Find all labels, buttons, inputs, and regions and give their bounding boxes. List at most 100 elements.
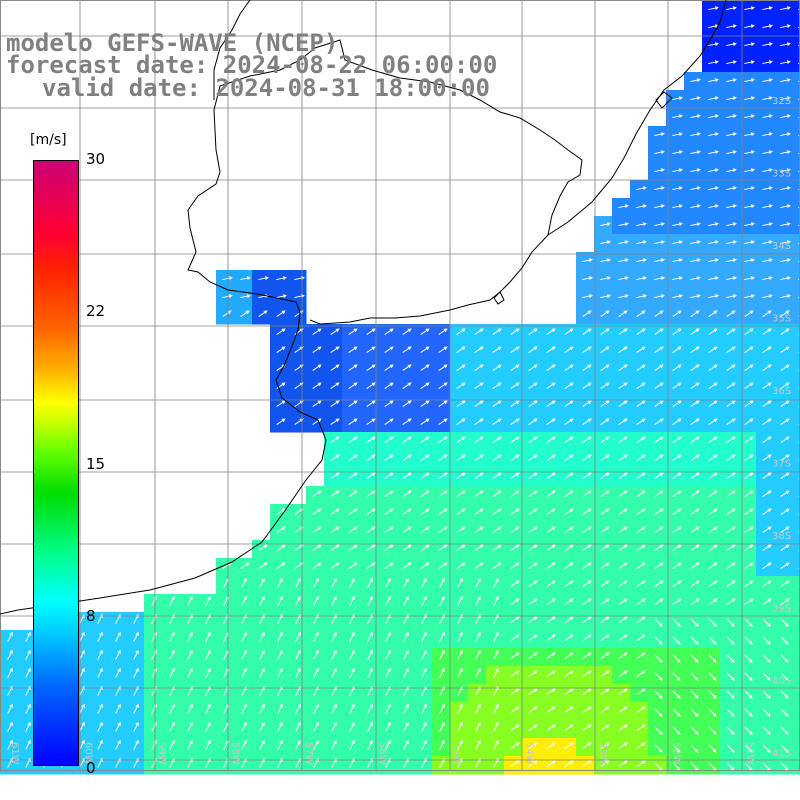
wind-arrow: [367, 595, 373, 606]
wind-arrow: [330, 436, 340, 443]
wind-arrow: [474, 436, 484, 443]
wind-arrow: [618, 562, 628, 569]
wind-arrow: [421, 649, 427, 660]
wind-arrow: [438, 436, 448, 443]
wind-arrow: [762, 508, 772, 515]
wind-cell: [792, 108, 800, 127]
colorbar-unit: [m/s]: [30, 132, 67, 148]
wind-arrow: [636, 652, 646, 659]
wind-arrow: [546, 472, 556, 479]
wind-arrow: [366, 508, 376, 515]
wind-arrow: [780, 598, 790, 605]
wind-arrow: [726, 150, 737, 155]
wind-arrow: [169, 721, 175, 732]
wind-arrow: [187, 739, 193, 750]
latitude-label: 38S: [772, 531, 791, 542]
wind-arrow: [528, 652, 538, 659]
wind-arrow: [618, 670, 628, 677]
wind-arrow: [726, 418, 736, 425]
wind-arrow: [438, 562, 448, 569]
wind-arrow: [726, 690, 735, 699]
wind-arrow: [546, 526, 556, 533]
wind-arrow: [690, 454, 700, 461]
wind-arrow: [258, 562, 268, 569]
wind-arrow: [654, 258, 665, 263]
wind-arrow: [744, 454, 754, 461]
wind-arrow: [780, 328, 790, 335]
wind-arrow: [277, 649, 283, 660]
wind-arrow: [726, 544, 736, 551]
wind-arrow: [276, 418, 286, 425]
wind-cell: [792, 252, 800, 271]
wind-arrow: [672, 436, 682, 443]
wind-arrow: [780, 744, 789, 753]
wind-arrow: [421, 703, 427, 714]
wind-arrow: [708, 258, 719, 263]
wind-arrow: [744, 276, 755, 281]
wind-arrow: [528, 508, 538, 515]
latitude-labels: 32S 33S 34S 35S 36S 37S 38S 39S 40S 41S: [772, 96, 791, 760]
wind-arrow: [7, 703, 13, 714]
wind-arrow: [115, 739, 121, 750]
wind-arrow: [582, 742, 592, 749]
wind-arrow: [618, 276, 629, 281]
wind-arrow: [744, 96, 755, 101]
wind-arrow: [582, 688, 592, 695]
wind-arrow: [492, 382, 502, 389]
wind-arrow: [528, 472, 538, 479]
wind-arrow: [312, 418, 322, 425]
wind-arrow: [313, 595, 319, 606]
wind-arrow: [744, 132, 755, 137]
wind-arrow: [456, 382, 466, 389]
wind-arrow: [295, 721, 301, 732]
wind-arrow: [708, 544, 718, 551]
wind-arrow: [313, 577, 319, 588]
wind-arrow: [672, 114, 683, 119]
wind-arrow: [708, 454, 718, 461]
wind-cell: [792, 702, 800, 721]
wind-arrow: [744, 418, 754, 425]
wind-arrow: [510, 598, 520, 605]
wind-arrow: [690, 240, 701, 245]
wind-arrow: [79, 721, 85, 732]
wind-cell: [792, 666, 800, 685]
wind-arrow: [762, 6, 773, 11]
wind-arrow: [600, 222, 611, 227]
wind-arrow: [780, 364, 790, 371]
wind-arrow: [528, 580, 538, 587]
longitude-label: 51W: [744, 742, 755, 765]
wind-arrow: [492, 346, 502, 353]
wind-arrow: [420, 508, 430, 515]
wind-arrow: [780, 276, 791, 281]
wind-arrow: [348, 508, 358, 515]
wind-arrow: [618, 526, 628, 533]
wind-arrow: [690, 114, 701, 119]
wind-arrow: [438, 472, 448, 479]
wind-arrow: [402, 436, 412, 443]
wind-arrow: [726, 708, 735, 717]
wind-arrow: [564, 418, 574, 425]
wind-arrow: [744, 150, 755, 155]
wind-arrow: [618, 490, 628, 497]
wind-arrow: [600, 742, 610, 749]
wind-arrow: [762, 114, 773, 119]
wind-arrow: [636, 204, 647, 209]
wind-arrow: [564, 562, 574, 569]
wind-arrow: [600, 276, 611, 281]
wind-arrow: [349, 631, 355, 642]
wind-arrow: [582, 652, 592, 659]
wind-arrow: [690, 490, 700, 497]
wind-arrow: [708, 114, 719, 119]
wind-arrow: [493, 631, 499, 642]
wind-arrow: [672, 204, 683, 209]
wind-cell: [792, 540, 800, 559]
wind-arrow: [295, 667, 301, 678]
wind-arrow: [475, 595, 481, 606]
wind-arrow: [582, 598, 592, 605]
wind-arrow: [367, 739, 373, 750]
wind-arrow: [241, 739, 247, 750]
wind-arrow: [402, 508, 412, 515]
wind-arrow: [654, 400, 664, 407]
wind-arrow: [762, 744, 771, 753]
wind-arrow: [600, 364, 610, 371]
